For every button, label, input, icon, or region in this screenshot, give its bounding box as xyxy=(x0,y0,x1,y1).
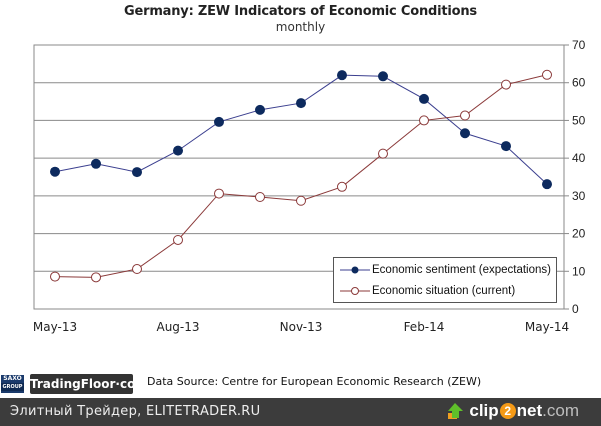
data-point xyxy=(542,69,552,80)
data-point xyxy=(91,272,101,283)
series-group xyxy=(50,69,552,283)
data-point xyxy=(542,179,552,190)
watermark-bar: Элитный Трейдер, ELITETRADER.RU clip 2 n… xyxy=(0,398,601,426)
data-source-note: Data Source: Centre for European Economi… xyxy=(147,375,482,388)
data-point xyxy=(419,115,429,126)
y-tick-label: 50 xyxy=(572,113,586,127)
data-point xyxy=(296,98,306,109)
filled-circle-marker-icon xyxy=(340,266,370,274)
net-text: net xyxy=(516,401,543,420)
data-point xyxy=(337,70,347,81)
data-point xyxy=(296,195,306,206)
x-tick-label: Nov-13 xyxy=(280,320,323,334)
tradingfloor-logo: TradingFloor·com xyxy=(30,374,148,394)
saxo-logo-group-text: GROUP xyxy=(1,383,24,391)
data-point xyxy=(255,191,265,202)
elitetrader-watermark: Элитный Трейдер, ELITETRADER.RU xyxy=(10,404,261,419)
y-axis-ticks: 0 10 20 30 40 50 60 70 xyxy=(564,38,586,316)
data-point xyxy=(132,264,142,275)
y-tick-label: 20 xyxy=(572,227,586,241)
data-point xyxy=(132,167,142,178)
data-point xyxy=(378,148,388,159)
clip2net-logo: clip 2 net .com xyxy=(447,401,579,421)
upload-arrow-icon xyxy=(448,403,464,419)
data-point xyxy=(501,141,511,152)
x-axis-ticks: May-13 Aug-13 Nov-13 Feb-14 May-14 xyxy=(33,320,569,334)
data-point xyxy=(460,110,470,121)
saxo-group-logo: SAXO GROUP xyxy=(1,375,24,393)
com-text: .com xyxy=(542,401,579,420)
series-line xyxy=(54,74,548,185)
x-tick-label: May-13 xyxy=(33,320,77,334)
line-chart: 0 10 20 30 40 50 60 70 May-13 Aug-13 Nov-13 Feb-14… xyxy=(33,38,586,334)
legend-label-situation: Economic situation (current) xyxy=(372,285,516,297)
legend-label-sentiment: Economic sentiment (expectations) xyxy=(372,264,551,276)
data-point xyxy=(50,271,60,282)
y-tick-label: 30 xyxy=(572,189,586,203)
y-tick-label: 60 xyxy=(572,76,586,90)
x-tick-label: Feb-14 xyxy=(404,320,445,334)
plot-area-border xyxy=(33,44,565,310)
data-point xyxy=(419,93,429,104)
y-tick-label: 70 xyxy=(572,38,586,52)
y-tick-label: 10 xyxy=(572,264,586,278)
open-circle-marker-icon xyxy=(340,287,370,295)
x-tick-label: Aug-13 xyxy=(156,320,199,334)
series-sentiment xyxy=(50,70,552,190)
legend: Economic sentiment (expectations) Econom… xyxy=(333,257,557,303)
legend-item-sentiment: Economic sentiment (expectations) xyxy=(340,261,551,279)
clip-text: clip xyxy=(469,401,499,420)
data-point xyxy=(337,181,347,192)
chart-title: Germany: ZEW Indicators of Economic Cond… xyxy=(124,4,477,19)
gridlines xyxy=(34,82,564,272)
clip-two-badge: 2 xyxy=(499,403,516,419)
data-point xyxy=(255,104,265,115)
y-tick-label: 0 xyxy=(572,302,579,316)
saxo-logo-text: SAXO xyxy=(3,375,22,382)
data-point xyxy=(214,188,224,199)
data-point xyxy=(91,158,101,169)
data-point xyxy=(378,71,388,82)
data-point xyxy=(50,166,60,177)
data-point xyxy=(173,145,183,156)
data-point xyxy=(501,79,511,90)
y-tick-label: 40 xyxy=(572,151,586,165)
legend-item-situation: Economic situation (current) xyxy=(340,282,515,300)
series-situation xyxy=(50,69,552,283)
data-point xyxy=(173,234,183,245)
data-point xyxy=(214,116,224,127)
chart-subtitle: monthly xyxy=(275,20,326,34)
data-point xyxy=(460,128,470,139)
x-tick-label: May-14 xyxy=(525,320,569,334)
